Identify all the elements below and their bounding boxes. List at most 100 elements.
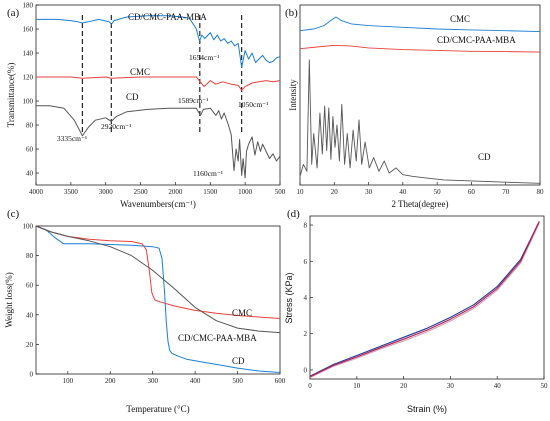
y-tick-label: 100 [23,223,34,231]
series-line-cd [36,105,281,179]
x-tick-label: 300 [147,377,158,385]
panel-a-label-cd: CD [126,92,139,102]
series-line-loading-cycle-1 [309,222,540,379]
y-tick-label: 100 [23,98,34,106]
x-tick-label: 2000 [168,188,183,196]
x-tick-label: 30 [365,188,373,196]
x-tick-label: 3000 [99,188,114,196]
annot-1050: 1050cm⁻¹ [238,100,268,109]
series-line-cmc [35,225,281,319]
series-line-cd-cmc-paa-mba [299,44,541,53]
annot-1589: 1589cm⁻¹ [178,96,208,105]
series-line-cd-cmc-paa-mba [35,225,281,334]
panel-b-series [299,16,541,184]
panel-a: (a) Transmittance(%) Wavenumbers(cm⁻¹) 4… [6,2,286,210]
y-tick-label: 6 [304,258,308,266]
series-line-cmc [299,16,541,33]
panel-d-frame [309,215,545,380]
annot-1160: 1160cm⁻¹ [193,169,223,178]
panel-b-ylabel: Intensity [288,79,298,111]
panel-c-xlabel: Temperature (°C) [126,404,189,414]
y-tick-label: 8 [304,222,308,230]
x-tick-label: 20 [331,188,339,196]
x-tick-label: 3500 [64,188,79,196]
panel-b-letter: (b) [285,7,298,19]
x-tick-label: 0 [308,382,312,390]
x-tick-label: 60 [468,188,476,196]
panel-b-frame [299,4,541,186]
y-tick-label: 80 [26,122,34,130]
series-line-cmc [36,76,281,91]
y-tick-label: 2 [304,330,308,338]
y-tick-label: 40 [26,311,34,319]
x-tick-label: 40 [399,188,407,196]
y-tick-label: 60 [26,282,34,290]
panel-b-label-cd-cmc-paa-mba: CD/CMC-PAA-MBA [437,35,516,45]
x-tick-label: 40 [494,382,502,390]
series-line-loading-cycle-3 [309,221,540,378]
series-line-cd [35,225,281,373]
y-tick-label: 20 [26,341,34,349]
annot-3335: 3335cm⁻¹ [57,134,87,143]
panel-c: (c) Weight loss(%) Temperature (°C) 100 2… [4,208,286,414]
panel-c-frame [35,225,281,375]
panel-c-label-cd-cmc-paa-mba: CD/CMC-PAA-MBA [178,333,257,343]
x-tick-label: 400 [190,377,201,385]
panel-d-ylabel: Stress (KPa) [284,272,294,323]
x-tick-label: 30 [447,382,455,390]
panel-d: (d) Stress (KPa) Strain (%) 0 10 20 30 40 500… [284,208,548,414]
y-tick-label: 0 [304,366,308,374]
panel-d-series [309,221,540,379]
panel-c-series [35,225,281,373]
x-tick-label: 500 [275,188,286,196]
x-tick-label: 4000 [29,188,44,196]
panel-b-xlabel: 2 Theta(degree) [391,199,448,209]
y-tick-label: 4 [304,294,308,302]
panel-b-axes: 10 20 30 40 50 60 70 80 [297,182,545,196]
y-tick-label: 60 [26,146,34,154]
annot-2920: 2920cm⁻¹ [101,122,131,131]
x-tick-label: 500 [232,377,243,385]
panel-c-ylabel: Weight loss(%) [4,272,14,328]
y-tick-label: 180 [23,2,34,10]
x-tick-label: 80 [537,188,545,196]
y-tick-label: 120 [23,74,34,82]
x-tick-label: 10 [353,382,361,390]
y-tick-label: 40 [26,170,34,178]
panel-b-label-cd: CD [478,152,491,162]
x-tick-label: 1500 [203,188,218,196]
panel-c-label-cd: CD [232,356,245,366]
y-tick-label: 160 [23,26,34,34]
x-tick-label: 100 [63,377,74,385]
x-tick-label: 50 [434,188,442,196]
y-tick-label: 140 [23,50,34,58]
x-tick-label: 50 [541,382,549,390]
panel-d-xlabel: Strain (%) [407,404,447,414]
panel-a-series [36,15,281,179]
x-tick-label: 200 [105,377,116,385]
panel-a-frame [35,4,281,186]
panel-a-xlabel: Wavenumbers(cm⁻¹) [120,199,196,209]
x-tick-label: 2500 [134,188,149,196]
panel-b-label-cmc: CMC [450,14,470,24]
annot-1654: 1654cm⁻¹ [189,53,219,62]
x-tick-label: 1000 [238,188,253,196]
panel-a-ylabel: Transmittance(%) [6,63,16,128]
panel-c-label-cmc: CMC [232,308,252,318]
panel-a-letter: (a) [7,7,20,19]
panel-c-letter: (c) [7,208,20,220]
x-tick-label: 70 [502,188,510,196]
series-line-cd-cmc-paa-mba [36,15,281,68]
y-tick-label: 0 [30,371,34,379]
x-tick-label: 10 [297,188,305,196]
panel-a-label-cd-cmc-paa-mba: CD/CMC-PAA-MBA [128,12,207,22]
y-tick-label: 80 [26,252,34,260]
x-tick-label: 600 [275,377,286,385]
panel-d-letter: (d) [287,208,300,220]
series-line-cd [299,59,541,184]
panel-a-axes: 4000 3500 3000 2500 2000 1500 1000 500 40 60 80 100… [23,2,286,197]
series-line-loading-cycle-2 [309,221,540,377]
panel-b: (b) Intensity 2 Theta(degree) 10 20 30 40 50… [285,4,545,209]
panel-c-axes: 100 200 300 400 500 600 0 20 40 60 80 100 [23,223,286,386]
